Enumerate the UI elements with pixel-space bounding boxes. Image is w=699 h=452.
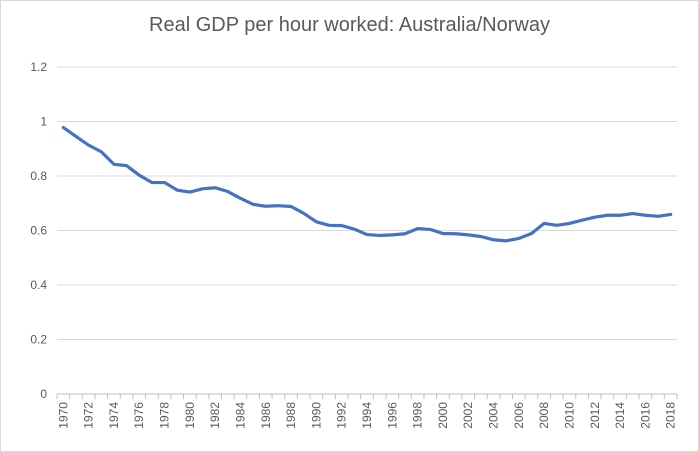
data-point [62, 126, 65, 129]
x-tick-label: 1982 [208, 402, 222, 429]
y-tick-label: 0.4 [30, 278, 47, 292]
x-tick-label: 1972 [82, 402, 96, 429]
data-point [138, 174, 141, 176]
x-tick-label: 2002 [461, 402, 475, 429]
data-point [644, 214, 647, 217]
data-point [378, 234, 381, 237]
y-tick-label: 0.6 [30, 224, 47, 238]
data-point [75, 135, 77, 138]
data-point [113, 163, 115, 166]
data-point [391, 234, 394, 236]
data-point [593, 216, 596, 218]
x-tick-label: 1996 [385, 402, 399, 429]
data-point [480, 235, 482, 238]
y-tick-label: 0.2 [30, 333, 47, 347]
data-point [505, 240, 507, 242]
x-tick-label: 1994 [360, 402, 374, 429]
x-tick-label: 2012 [588, 402, 602, 429]
x-tick-label: 2006 [512, 402, 526, 429]
data-point [176, 189, 179, 191]
data-point [125, 164, 128, 167]
data-point [530, 232, 533, 235]
data-point [429, 228, 432, 231]
chart-title: Real GDP per hour worked: Australia/Norw… [149, 14, 550, 36]
x-tick-label: 1990 [309, 402, 323, 429]
x-tick-label: 1980 [183, 402, 197, 429]
y-tick-label: 0 [40, 387, 47, 401]
data-point [669, 213, 672, 216]
x-tick-label: 1988 [284, 402, 298, 429]
x-tick-label: 1970 [56, 402, 70, 429]
x-tick-label: 1998 [411, 402, 425, 429]
x-tick-label: 1984 [233, 402, 247, 429]
data-point [264, 205, 267, 208]
data-point [555, 224, 558, 227]
data-point [315, 220, 318, 223]
data-point [353, 228, 356, 230]
x-tick-label: 2018 [664, 402, 678, 429]
x-tick-label: 2010 [562, 402, 576, 429]
data-point [366, 233, 368, 236]
data-point [454, 232, 457, 235]
x-tick-label: 1978 [158, 402, 172, 429]
data-point [340, 224, 343, 227]
data-point [442, 232, 444, 235]
x-tick-label: 1976 [132, 402, 146, 429]
data-point [163, 181, 166, 184]
gridlines [57, 66, 677, 395]
data-point [543, 222, 545, 225]
data-point [404, 232, 406, 235]
series-line [61, 125, 673, 243]
y-tick-label: 1 [40, 115, 47, 129]
data-point [239, 197, 242, 200]
x-tick-label: 2000 [436, 402, 450, 429]
x-tick-label: 1986 [259, 402, 273, 429]
data-point [201, 188, 204, 190]
data-point [518, 237, 520, 240]
data-point [302, 212, 305, 215]
data-point [492, 238, 495, 241]
data-point [631, 212, 634, 215]
data-point [568, 222, 571, 225]
series-layer [61, 125, 673, 243]
y-axis-ticks: 0 0.2 0.4 0.6 0.8 1 1.2 [30, 60, 47, 401]
x-tick-label: 2014 [613, 402, 627, 429]
data-point [290, 205, 292, 208]
x-tick-label: 1992 [335, 402, 349, 429]
data-point [581, 219, 583, 221]
data-point [606, 214, 609, 217]
x-tick-label: 2016 [638, 402, 652, 429]
data-point [252, 203, 254, 206]
y-tick-label: 1.2 [30, 60, 47, 74]
data-point [227, 190, 229, 193]
x-tick-label: 2004 [487, 402, 501, 429]
data-point [87, 144, 90, 147]
data-point [619, 214, 621, 217]
x-tick-label: 2008 [537, 402, 551, 429]
x-tick-label: 1974 [107, 402, 121, 429]
y-tick-label: 0.8 [30, 169, 47, 183]
data-point [467, 234, 470, 236]
data-point [100, 150, 103, 153]
x-axis-ticks: 1970 1972 1974 1976 1978 1980 1982 1984 1986 1988… [56, 394, 678, 429]
data-point [657, 215, 659, 218]
data-point [214, 186, 216, 189]
data-point [277, 204, 280, 207]
data-point [328, 224, 330, 227]
data-point [416, 227, 419, 230]
data-point [151, 181, 153, 184]
data-point [189, 191, 191, 193]
